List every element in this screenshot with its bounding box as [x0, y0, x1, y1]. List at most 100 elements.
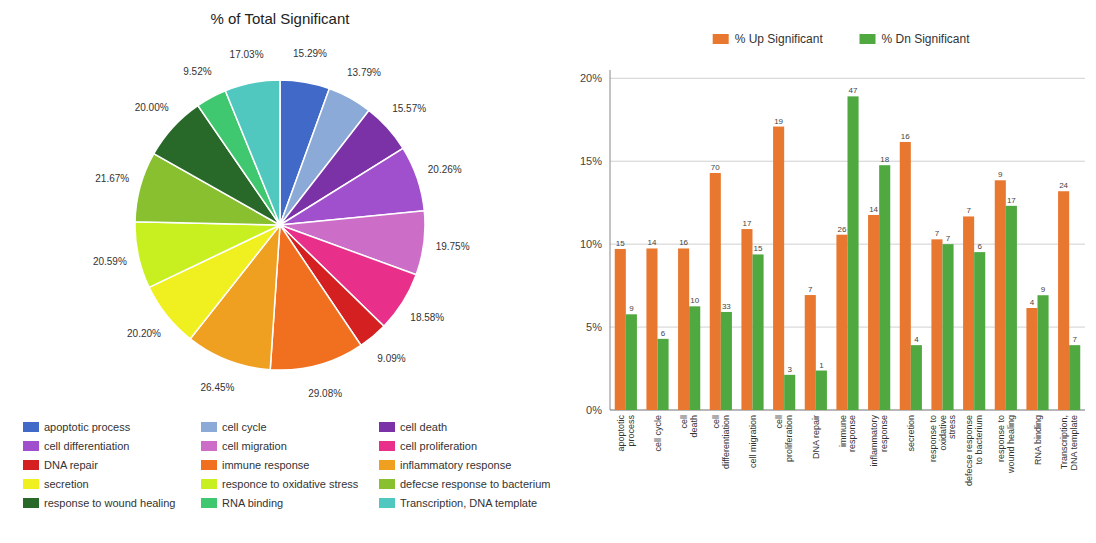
bar-count-label: 9	[629, 304, 634, 313]
bar	[943, 244, 954, 410]
bar	[1006, 206, 1017, 410]
legend-label: response to wound healing	[44, 497, 175, 509]
bar-count-label: 17	[743, 219, 752, 228]
data-label: 9.09%	[377, 353, 405, 364]
bar-count-label: 7	[966, 206, 971, 215]
x-tick-label-line: cell	[711, 415, 721, 429]
bar-count-label: 19	[774, 117, 783, 126]
bar	[848, 96, 859, 410]
data-label: 20.20%	[127, 328, 161, 339]
x-tick-label: defecse responseto bacterium	[964, 415, 984, 486]
x-tick-label-line: proliferation	[784, 415, 794, 462]
bar-count-label: 3	[787, 365, 792, 374]
pie-slice	[225, 80, 280, 225]
bar	[678, 248, 689, 410]
x-tick-label-line: response to	[996, 415, 1006, 462]
x-tick-label-line: apoptotic	[616, 415, 626, 452]
bar-count-label: 7	[1072, 335, 1077, 344]
data-label: 29.08%	[308, 388, 342, 399]
bar-count-label: 7	[808, 285, 813, 294]
pie-labels: 15.29%13.79%15.57%20.26%19.75%18.58%9.09…	[93, 48, 470, 398]
x-tick-label: RNA binding	[1033, 415, 1043, 465]
x-tick-label: celldeath	[679, 415, 699, 438]
bar	[626, 314, 637, 410]
legend-swatch	[860, 34, 876, 44]
bar-count-label: 9	[1041, 285, 1046, 294]
x-tick-label-line: wound healing	[1006, 415, 1016, 474]
legend-swatch	[379, 441, 395, 451]
legend-label: cell differentiation	[44, 440, 129, 452]
bar-count-label: 15	[616, 239, 625, 248]
bar-count-label: 4	[914, 335, 919, 344]
x-tick-label-line: RNA binding	[1033, 415, 1043, 465]
legend-swatch	[23, 460, 39, 470]
x-tick-label: inflammatoryresponse	[869, 415, 889, 467]
bar-count-label: 47	[849, 86, 858, 95]
bar-count-label: 16	[679, 238, 688, 247]
x-tick-label-line: defecse response	[964, 415, 974, 486]
x-tick-label-line: Transcription,	[1059, 415, 1069, 469]
bar-count-label: 18	[880, 155, 889, 164]
bar-count-label: 1	[819, 361, 824, 370]
data-label: 15.29%	[293, 48, 327, 59]
legend: % Up Significant% Dn Significant	[713, 32, 971, 46]
bar-count-label: 6	[661, 329, 666, 338]
x-tick-label-line: DNA template	[1069, 415, 1079, 471]
bar-count-label: 14	[869, 205, 878, 214]
legend-swatch	[201, 498, 217, 508]
bar	[805, 295, 816, 410]
legend-swatch	[23, 479, 39, 489]
x-tick-label-line: secretion	[906, 415, 916, 452]
bar	[911, 345, 922, 410]
legend-swatch	[23, 441, 39, 451]
pie-slices	[135, 80, 425, 370]
y-grid	[610, 78, 1085, 410]
bar-labels: 1514167017197261416779424961033153147184…	[616, 86, 1078, 373]
x-tick-label-line: immune	[838, 415, 848, 447]
legend-swatch	[23, 422, 39, 432]
bar	[1069, 345, 1080, 410]
bar-count-label: 15	[754, 244, 763, 253]
y-tick-label: 5%	[586, 321, 602, 333]
bar	[974, 252, 985, 410]
data-label: 17.03%	[230, 49, 264, 60]
bar	[900, 142, 911, 410]
y-tick-label: 15%	[580, 155, 602, 167]
legend-swatch	[23, 498, 39, 508]
bar	[1026, 308, 1037, 410]
bar	[868, 215, 879, 410]
grid-line	[610, 78, 1085, 79]
legend: apoptotic processcell cyclecell deathcel…	[23, 421, 550, 509]
legend-label: secretion	[44, 478, 89, 490]
pie-slice	[135, 222, 280, 288]
bar	[816, 371, 827, 410]
bar	[615, 249, 626, 410]
y-tick-label: 0%	[586, 404, 602, 416]
bars	[615, 96, 1081, 410]
x-tick-label: cellproliferation	[774, 415, 794, 462]
bar	[689, 306, 700, 410]
x-tick-label: cell cycle	[653, 415, 663, 452]
legend-swatch	[201, 441, 217, 451]
x-tick-label: secretion	[906, 415, 916, 452]
legend-swatch	[379, 460, 395, 470]
x-tick-label: response towound healing	[996, 415, 1016, 474]
y-tick-label: 20%	[580, 72, 602, 84]
bar	[646, 248, 657, 410]
legend-swatch	[201, 460, 217, 470]
data-label: 26.45%	[201, 382, 235, 393]
legend-label: % Up Significant	[735, 32, 824, 46]
legend-swatch	[201, 422, 217, 432]
y-axis-line	[610, 70, 611, 410]
bar-count-label: 7	[935, 229, 940, 238]
legend-label: Transcription, DNA template	[400, 497, 537, 509]
x-tick-label: immuneresponse	[838, 415, 858, 452]
data-label: 9.52%	[183, 66, 211, 77]
x-tick-label-line: to bacterium	[974, 415, 984, 465]
x-tick-label-line: cell	[679, 415, 689, 429]
x-tick-label-line: DNA repair	[811, 415, 821, 459]
legend-swatch	[713, 34, 729, 44]
chart-title: % of Total Significant	[211, 10, 351, 27]
x-tick-label: cell migration	[748, 415, 758, 468]
x-tick-label-line: response to	[928, 415, 938, 462]
